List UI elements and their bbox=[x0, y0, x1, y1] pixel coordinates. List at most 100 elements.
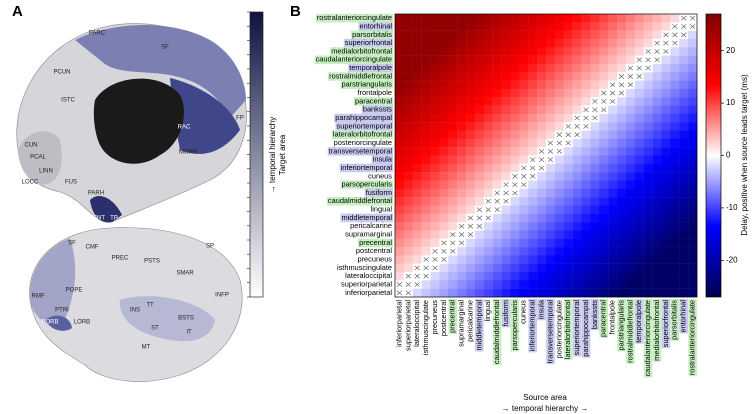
heatmap-cell bbox=[617, 247, 627, 256]
heatmap-cell bbox=[634, 113, 644, 123]
heatmap-cell bbox=[492, 38, 502, 48]
heatmap-cell bbox=[510, 222, 520, 231]
heatmap-cell bbox=[679, 213, 689, 223]
heatmap-cell bbox=[492, 97, 502, 106]
heatmap-cell bbox=[661, 105, 671, 115]
y-label-group: parahippocampal bbox=[334, 113, 393, 123]
heatmap-cell bbox=[395, 205, 405, 214]
heatmap-cell bbox=[688, 122, 698, 131]
heatmap-cell bbox=[483, 88, 493, 98]
heatmap-cell bbox=[474, 80, 485, 90]
heatmap-cell bbox=[670, 230, 680, 239]
heatmap-cell bbox=[492, 213, 502, 223]
heatmap-cell bbox=[643, 80, 653, 90]
heatmap-cell bbox=[563, 105, 573, 115]
heatmap-cell bbox=[608, 197, 618, 206]
heatmap-cell bbox=[608, 147, 618, 156]
heatmap-cell bbox=[510, 280, 520, 289]
heatmap-cell bbox=[528, 147, 538, 156]
heatmap-cell bbox=[474, 155, 485, 165]
heatmap-cell bbox=[403, 122, 413, 131]
colorbar-tick-label: 10 bbox=[726, 98, 735, 107]
heatmap-cell bbox=[412, 72, 422, 81]
label-highlight bbox=[590, 299, 600, 331]
nonsignificant-cross bbox=[396, 282, 403, 287]
heatmap-cell bbox=[510, 147, 520, 156]
heatmap-cell bbox=[510, 272, 520, 281]
heatmap-cell bbox=[652, 255, 662, 264]
label-highlight bbox=[510, 299, 520, 352]
heatmap-cell bbox=[617, 38, 627, 48]
heatmap-cell bbox=[581, 138, 591, 148]
heatmap-cell bbox=[688, 180, 698, 189]
heatmap-cell bbox=[652, 172, 662, 181]
heatmap-cell bbox=[421, 72, 431, 81]
heatmap-cell bbox=[634, 263, 644, 273]
heatmap-cell bbox=[554, 97, 564, 106]
nonsignificant-cross bbox=[609, 90, 616, 96]
heatmap-cell bbox=[563, 147, 573, 156]
heatmap-cell bbox=[421, 180, 431, 189]
heatmap-cell bbox=[617, 155, 627, 165]
label-highlight bbox=[634, 299, 644, 344]
heatmap-cell bbox=[412, 14, 422, 23]
heatmap-cell bbox=[412, 247, 422, 256]
heatmap-cell bbox=[608, 213, 618, 223]
heatmap-cell bbox=[501, 155, 511, 165]
heatmap-cell bbox=[537, 180, 547, 189]
heatmap-cell bbox=[590, 255, 600, 264]
heatmap-cell bbox=[457, 255, 467, 264]
heatmap-cell bbox=[634, 88, 644, 98]
heatmap-cell bbox=[537, 138, 547, 148]
heatmap-cell bbox=[412, 197, 422, 206]
region-label: INS bbox=[130, 308, 140, 314]
label-highlight bbox=[348, 63, 393, 73]
tick-label: lateralorbitofrontal bbox=[563, 300, 572, 360]
heatmap-cell bbox=[519, 47, 529, 56]
heatmap-cell bbox=[670, 238, 680, 248]
heatmap-cell bbox=[572, 30, 582, 40]
heatmap-cell bbox=[670, 222, 680, 231]
y-label-group: inferiorparietal bbox=[345, 288, 392, 297]
heatmap-cell bbox=[625, 22, 636, 31]
heatmap-cell bbox=[466, 272, 476, 281]
heatmap-cell bbox=[581, 14, 591, 23]
heatmap-cell bbox=[546, 280, 556, 289]
heatmap-cell bbox=[652, 147, 662, 156]
heatmap-cell bbox=[581, 197, 591, 206]
y-label-group: paracentral bbox=[354, 96, 393, 106]
nonsignificant-cross bbox=[467, 232, 474, 237]
heatmap-cell bbox=[572, 288, 582, 298]
tick-label: bankssts bbox=[363, 105, 392, 114]
tick-label: pericalcarine bbox=[465, 300, 474, 342]
heatmap-cell bbox=[608, 105, 618, 115]
heatmap-cell bbox=[439, 147, 449, 156]
heatmap-cell bbox=[537, 280, 547, 289]
heatmap-cell bbox=[563, 197, 573, 206]
heatmap-cell bbox=[643, 222, 653, 231]
heatmap-cell bbox=[501, 63, 511, 73]
heatmap-cell bbox=[617, 163, 627, 173]
heatmap-cell bbox=[395, 97, 405, 106]
nonsignificant-cross bbox=[414, 273, 420, 279]
heatmap-cell bbox=[448, 130, 458, 140]
heatmap-cell bbox=[661, 22, 671, 31]
heatmap-cell bbox=[617, 222, 627, 231]
heatmap-cell bbox=[554, 163, 564, 173]
label-highlight bbox=[358, 22, 393, 31]
heatmap-cell bbox=[572, 63, 582, 73]
heatmap-cell bbox=[395, 63, 405, 73]
heatmap-cell bbox=[634, 163, 644, 173]
nonsignificant-cross bbox=[476, 215, 483, 221]
heatmap-cell bbox=[581, 180, 591, 189]
heatmap-cell bbox=[554, 197, 564, 206]
heatmap-cell bbox=[430, 105, 440, 115]
heatmap-cell bbox=[554, 255, 564, 264]
heatmap-cell bbox=[670, 155, 680, 165]
heatmap-cell bbox=[403, 205, 413, 214]
heatmap-cell bbox=[510, 97, 520, 106]
heatmap-cell bbox=[679, 205, 689, 214]
heatmap-cell bbox=[510, 22, 520, 31]
tick-label: insula bbox=[373, 155, 393, 164]
region-label: RMF bbox=[32, 294, 45, 300]
